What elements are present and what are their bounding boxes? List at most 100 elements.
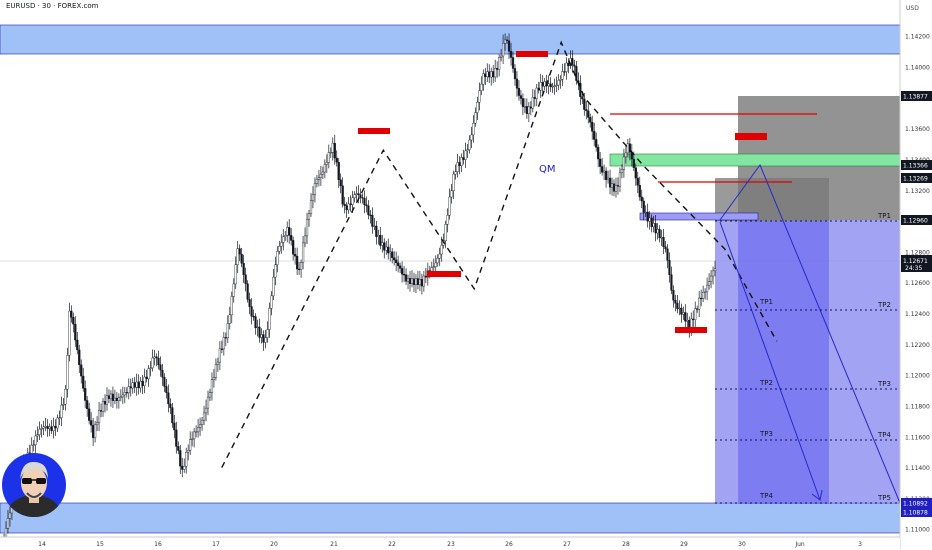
candle-body bbox=[86, 400, 89, 410]
candle-body bbox=[315, 179, 319, 184]
candle-body bbox=[317, 177, 321, 180]
candle-body bbox=[389, 251, 392, 254]
candle-body bbox=[527, 106, 530, 114]
candle-body bbox=[684, 312, 687, 322]
candle-body bbox=[44, 426, 47, 428]
candle-body bbox=[686, 320, 689, 322]
candle-body bbox=[76, 339, 79, 351]
candle-body bbox=[660, 237, 663, 239]
candle-body bbox=[337, 162, 340, 180]
candle-body bbox=[185, 451, 188, 467]
candle-body bbox=[234, 264, 237, 285]
candle-body bbox=[145, 376, 148, 380]
candle-body bbox=[656, 229, 659, 234]
candle-body bbox=[105, 395, 109, 405]
candle-body bbox=[252, 316, 255, 318]
candle-body bbox=[614, 185, 618, 192]
candle-body bbox=[183, 466, 186, 470]
arrow-head-icon bbox=[811, 489, 823, 501]
candle-body bbox=[311, 194, 315, 201]
candle-body bbox=[622, 156, 626, 170]
price-tag bbox=[901, 91, 932, 101]
candle-body bbox=[303, 235, 307, 244]
candle-body bbox=[573, 64, 576, 67]
candle-body bbox=[299, 262, 303, 270]
candle-body bbox=[517, 88, 521, 96]
target-label-left: TP3 bbox=[759, 430, 773, 438]
candle-body bbox=[355, 193, 358, 195]
candle-body bbox=[515, 78, 519, 89]
candle-body bbox=[642, 200, 645, 213]
projection-line-long bbox=[719, 163, 901, 504]
candle-body bbox=[147, 368, 150, 380]
candle-body bbox=[6, 518, 10, 529]
candle-body bbox=[507, 40, 511, 52]
candle-body bbox=[632, 158, 635, 168]
candle-body bbox=[361, 197, 364, 199]
candle-body bbox=[157, 357, 160, 365]
candle-body bbox=[74, 323, 77, 341]
candle-body bbox=[244, 274, 247, 284]
candle-body bbox=[173, 422, 176, 431]
candle-body bbox=[135, 381, 138, 388]
candle-body bbox=[8, 512, 12, 519]
time-tick: 30 bbox=[738, 541, 746, 548]
candle-body bbox=[597, 147, 600, 160]
candle-body bbox=[480, 83, 483, 91]
candle-body bbox=[282, 236, 285, 243]
candle-body bbox=[92, 425, 95, 438]
candle-body bbox=[446, 214, 449, 225]
candle-body bbox=[470, 134, 473, 141]
candle-body bbox=[521, 98, 525, 107]
candle-body bbox=[307, 213, 311, 220]
candle-body bbox=[111, 393, 115, 401]
candle-body bbox=[309, 200, 313, 214]
candle-body bbox=[365, 204, 368, 207]
candle-body bbox=[349, 203, 352, 205]
candle-body bbox=[357, 193, 360, 195]
candle-body bbox=[567, 62, 570, 66]
candle-body bbox=[670, 274, 673, 291]
price-tag-text: 1.10878 bbox=[903, 510, 928, 517]
candle-body bbox=[353, 194, 356, 198]
candle-body bbox=[494, 68, 497, 78]
candle-body bbox=[583, 98, 586, 110]
candle-body bbox=[422, 275, 425, 287]
candle-body bbox=[698, 297, 701, 310]
candle-body bbox=[672, 290, 675, 301]
target-label-right: TP4 bbox=[877, 431, 891, 439]
candle-body bbox=[694, 308, 697, 320]
candle-body bbox=[50, 426, 53, 431]
candle-body bbox=[278, 246, 281, 252]
candle-body bbox=[533, 97, 536, 99]
candle-body bbox=[410, 278, 414, 284]
candle-body bbox=[258, 326, 261, 338]
candle-body bbox=[149, 367, 152, 369]
price-tick: 1.14000 bbox=[905, 65, 930, 72]
candle-body bbox=[254, 316, 257, 329]
candle-body bbox=[466, 149, 469, 152]
candle-body bbox=[658, 229, 661, 239]
candle-body bbox=[519, 95, 523, 99]
candle-body bbox=[541, 82, 544, 87]
candle-body bbox=[4, 528, 8, 538]
candle-body bbox=[333, 142, 336, 159]
time-axis[interactable] bbox=[0, 537, 900, 550]
candle-body bbox=[652, 223, 655, 227]
candle-body bbox=[460, 157, 463, 167]
candle-body bbox=[397, 262, 400, 267]
candle-body bbox=[472, 123, 475, 136]
price-tick: 1.11600 bbox=[905, 434, 930, 441]
candle-body bbox=[288, 227, 291, 236]
current-price-tag bbox=[901, 255, 932, 272]
candle-body bbox=[702, 291, 705, 299]
candle-body bbox=[404, 274, 408, 282]
candle-body bbox=[416, 278, 420, 285]
candle-body bbox=[456, 162, 459, 172]
projection-line-short bbox=[719, 221, 821, 501]
candle-body bbox=[450, 190, 453, 198]
price-tag-text: 1.13877 bbox=[903, 94, 928, 101]
candle-body bbox=[700, 297, 703, 300]
candle-body bbox=[424, 275, 427, 278]
